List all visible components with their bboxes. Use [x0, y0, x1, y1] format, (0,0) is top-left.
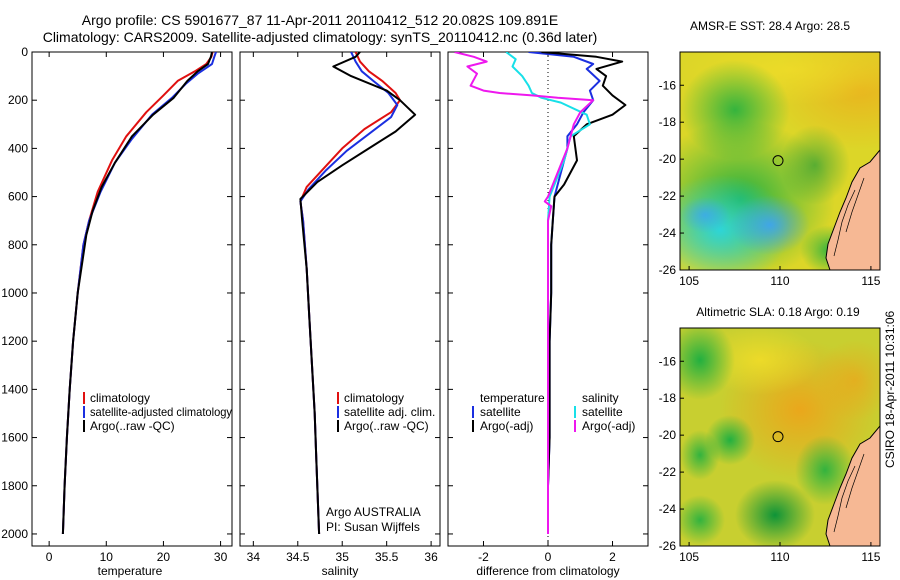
- salinity-lines: [299, 52, 417, 535]
- map-x-tick-label: 115: [861, 274, 880, 288]
- map-y-tick-label: -26: [659, 263, 677, 277]
- map-y-tick-label: -18: [659, 115, 677, 129]
- temperature-lines: [61, 52, 217, 535]
- sst-map-panel: AMSR-E SST: 28.4 Argo: 28.5 105 110 115 -16…: [659, 19, 881, 288]
- annotation-pi: PI: Susan Wijffels: [326, 520, 420, 534]
- sst-map-tick-group: 105 110 115 -16 -18 -20 -22 -24 -26: [659, 78, 881, 288]
- chart-title-line-1: Argo profile: CS 5901677_87 11-Apr-2011 …: [81, 12, 559, 28]
- difference-legend: temperature salinity satellite Argo(-adj…: [472, 391, 635, 433]
- difference-panel: -2 0 2 difference from climatology tempera…: [447, 51, 649, 578]
- y-tick-label: 600: [8, 190, 28, 204]
- legend-label-temp-argo: Argo(-adj): [480, 419, 533, 433]
- map-x-tick-label: 110: [770, 550, 789, 564]
- y-tick-label: 200: [8, 93, 28, 107]
- y-tick-label: 400: [8, 141, 28, 155]
- difference-xlabel: difference from climatology: [476, 564, 619, 578]
- map-x-tick-label: 105: [679, 274, 699, 288]
- x-tick-label: 0: [46, 550, 53, 564]
- temperature-axes-frame: [31, 51, 233, 547]
- map-y-tick-label: -20: [659, 428, 677, 442]
- x-tick-label: -2: [478, 550, 489, 564]
- map-y-tick-label: -20: [659, 152, 677, 166]
- sla-map-title: Altimetric SLA: 0.18 Argo: 0.19: [696, 305, 860, 319]
- sla-map-panel: Altimetric SLA: 0.18 Argo: 0.19 105 110 11…: [659, 305, 881, 564]
- legend-label-climatology: climatology: [344, 391, 404, 405]
- x-tick-label: 10: [100, 550, 114, 564]
- legend-label-sal-satellite: satellite: [582, 405, 623, 419]
- map-y-tick-label: -18: [659, 391, 677, 405]
- temperature-tick-group: 0 10 20 30 0 200 400 600 800 1000 1200 1400 1600 1800…: [1, 45, 232, 564]
- legend-label-satellite: satellite-adjusted climatology: [90, 405, 232, 419]
- legend-label-argo: Argo(..raw -QC): [90, 419, 175, 433]
- x-tick-label: 34: [247, 550, 261, 564]
- argo-position-marker: [772, 155, 784, 167]
- y-tick-label: 1000: [1, 286, 28, 300]
- series-line-argo-raw-qc-: [299, 52, 417, 535]
- y-tick-label: 1600: [1, 431, 28, 445]
- legend-label-sal-argo: Argo(-adj): [582, 419, 635, 433]
- footer-stamp: CSIRO 18-Apr-2011 10:31:06: [883, 310, 897, 468]
- temperature-legend: climatology satellite-adjusted climatolo…: [83, 391, 232, 433]
- chart-title-line-2: Climatology: CARS2009. Satellite-adjuste…: [42, 29, 598, 45]
- y-tick-label: 0: [21, 45, 28, 59]
- argo-position-marker: [772, 431, 784, 443]
- x-tick-label: 34.5: [286, 550, 310, 564]
- x-tick-label: 36: [424, 550, 438, 564]
- x-tick-label: 0: [545, 550, 552, 564]
- x-tick-label: 35: [336, 550, 350, 564]
- series-line-argo-raw-qc-: [61, 52, 213, 535]
- map-y-tick-label: -22: [659, 189, 677, 203]
- map-y-tick-label: -24: [659, 502, 677, 516]
- legend-head-salinity: salinity: [582, 391, 619, 405]
- series-line-salinity-argo-adj-: [454, 52, 595, 534]
- map-y-tick-label: -16: [659, 78, 677, 92]
- difference-tick-group: -2 0 2: [448, 51, 648, 564]
- x-tick-label: 2: [609, 550, 616, 564]
- map-y-tick-label: -22: [659, 465, 677, 479]
- legend-label-temp-satellite: satellite: [480, 405, 521, 419]
- salinity-panel: 34 34.5 35 35.5 36 salinity climatology sate…: [239, 51, 441, 578]
- legend-label-satellite: satellite adj. clim.: [344, 405, 435, 419]
- legend-head-temperature: temperature: [480, 391, 545, 405]
- salinity-tick-group: 34 34.5 35 35.5 36: [240, 51, 440, 564]
- sst-map-field: [680, 52, 880, 270]
- annotation-institution: Argo AUSTRALIA: [326, 505, 421, 519]
- sla-map-field: [680, 328, 880, 546]
- y-tick-label: 2000: [1, 527, 28, 541]
- y-tick-label: 800: [8, 238, 28, 252]
- y-tick-label: 1800: [1, 479, 28, 493]
- legend-label-argo: Argo(..raw -QC): [344, 419, 429, 433]
- map-x-tick-label: 115: [861, 550, 880, 564]
- y-tick-label: 1200: [1, 334, 28, 348]
- temperature-xlabel: temperature: [98, 564, 163, 578]
- sla-map-tick-group: 105 110 115 -16 -18 -20 -22 -24 -26: [659, 354, 881, 564]
- legend-label-climatology: climatology: [90, 391, 150, 405]
- x-tick-label: 30: [214, 550, 228, 564]
- y-tick-label: 1400: [1, 382, 28, 396]
- map-y-tick-label: -26: [659, 539, 677, 553]
- salinity-xlabel: salinity: [322, 564, 359, 578]
- salinity-axes-frame: [239, 51, 441, 547]
- salinity-legend: climatology satellite adj. clim. Argo(..…: [337, 391, 435, 433]
- map-y-tick-label: -16: [659, 354, 677, 368]
- difference-lines: [454, 52, 627, 546]
- series-line-temperature-argo-adj-: [541, 52, 627, 534]
- sst-map-title: AMSR-E SST: 28.4 Argo: 28.5: [690, 19, 850, 33]
- x-tick-label: 20: [157, 550, 171, 564]
- x-tick-label: 35.5: [375, 550, 399, 564]
- map-x-tick-label: 110: [770, 274, 789, 288]
- temperature-panel: 0 10 20 30 0 200 400 600 800 1000 1200 1400 1600 1800…: [1, 45, 233, 578]
- map-x-tick-label: 105: [679, 550, 699, 564]
- map-y-tick-label: -24: [659, 226, 677, 240]
